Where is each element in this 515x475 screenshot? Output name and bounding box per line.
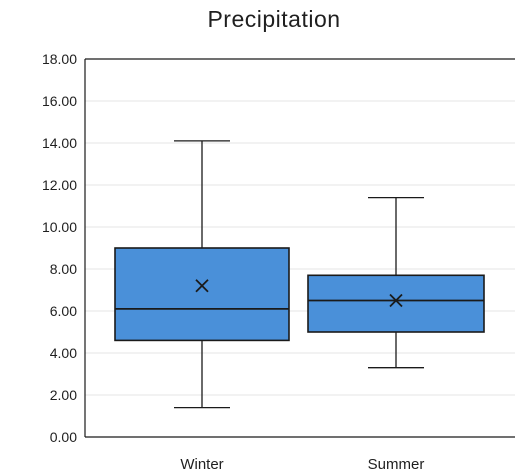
y-tick-label: 6.00 xyxy=(50,303,77,319)
y-tick-label: 8.00 xyxy=(50,261,77,277)
y-tick-label: 10.00 xyxy=(42,219,77,235)
gridlines xyxy=(85,58,515,396)
mean-marker xyxy=(195,279,209,293)
x-category-label: Winter xyxy=(180,456,223,473)
y-tick-label: 4.00 xyxy=(50,345,77,361)
y-tick-label: 18.00 xyxy=(42,51,77,67)
axes xyxy=(84,58,515,438)
y-tick-label: 16.00 xyxy=(42,93,77,109)
iqr-box xyxy=(307,274,485,333)
y-tick-label: 14.00 xyxy=(42,135,77,151)
y-tick-label: 12.00 xyxy=(42,177,77,193)
chart-title: Precipitation xyxy=(207,6,341,32)
boxes xyxy=(114,140,485,409)
box-summer xyxy=(307,196,485,369)
mean-marker xyxy=(389,293,403,308)
box-winter xyxy=(114,140,290,409)
y-tick-labels: 0.00 2.00 4.00 6.00 8.00 10.00 12.00 14.00 16.00… xyxy=(42,51,77,445)
y-tick-label: 0.00 xyxy=(50,429,77,445)
iqr-box xyxy=(114,247,290,342)
x-category-labels: Winter Summer xyxy=(180,456,424,473)
x-category-label: Summer xyxy=(368,456,425,473)
y-tick-label: 2.00 xyxy=(50,387,77,403)
